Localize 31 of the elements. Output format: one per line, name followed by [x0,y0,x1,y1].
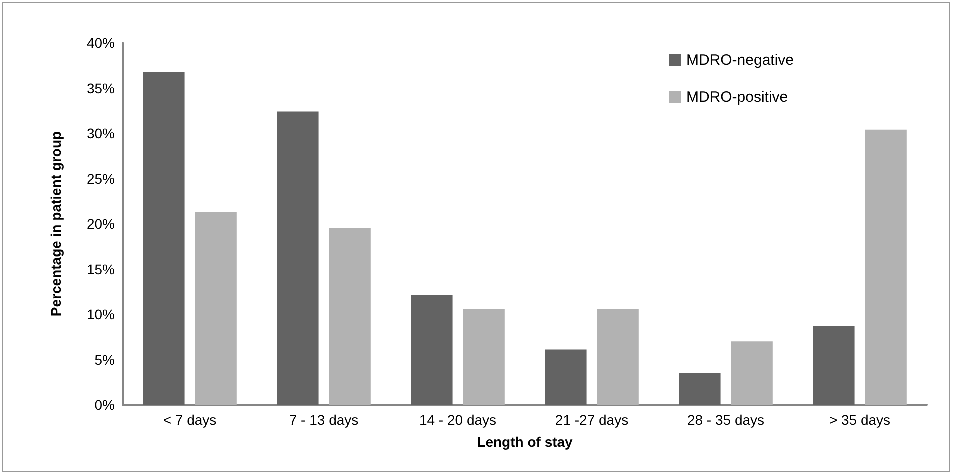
y-tick-label: 35% [86,80,115,96]
y-tick-label: 40% [86,35,115,51]
bar [865,130,907,405]
bar [143,72,185,405]
x-tick-label: 7 - 13 days [289,412,359,428]
legend-label: MDRO-positive [686,89,788,106]
y-tick-label: 0% [94,397,115,413]
y-tick-label: 10% [86,306,115,322]
bar [277,112,319,405]
y-tick-label: 20% [86,216,115,232]
bar [411,295,453,405]
bar [195,212,237,405]
bar [731,342,773,405]
x-tick-label: 28 - 35 days [687,412,765,428]
bar [813,326,855,405]
y-axis-title: Percentage in patient group [48,131,64,317]
bar [329,228,371,405]
legend-label: MDRO-negative [686,52,794,69]
y-tick-label: 30% [86,126,115,142]
x-tick-label: < 7 days [163,412,217,428]
bar [597,309,639,405]
bar [545,350,587,405]
bar [463,309,505,405]
x-axis-title: Length of stay [477,434,574,450]
x-tick-label: 21 -27 days [555,412,629,428]
x-tick-label: > 35 days [829,412,891,428]
x-tick-label: 14 - 20 days [419,412,497,428]
y-tick-label: 25% [86,170,115,187]
bar [679,373,721,405]
y-tick-label: 15% [86,261,115,278]
y-tick-label: 5% [94,352,115,368]
